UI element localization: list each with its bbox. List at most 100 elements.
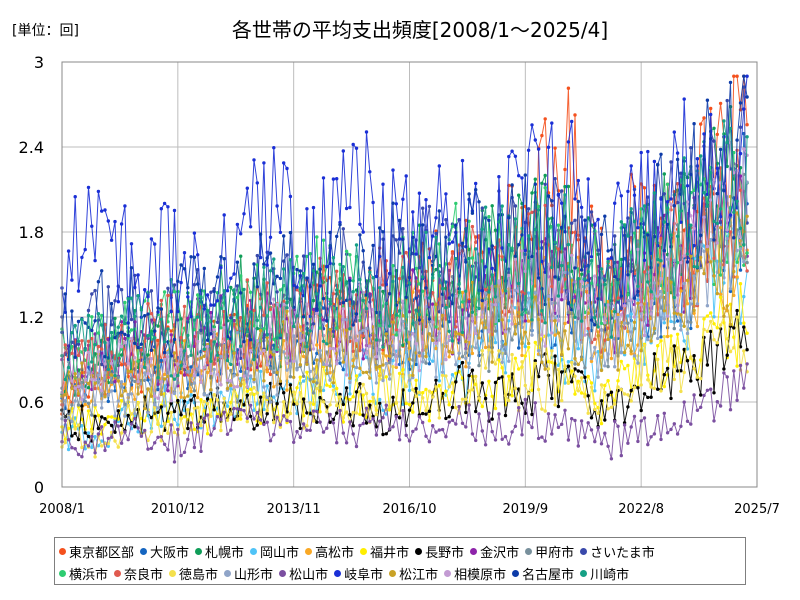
data-point: [434, 325, 438, 329]
data-point: [358, 382, 362, 386]
data-point: [311, 298, 316, 303]
data-point: [328, 346, 332, 351]
data-point: [728, 230, 733, 234]
data-point: [444, 218, 448, 222]
data-point: [692, 311, 696, 315]
data-point: [434, 267, 438, 272]
data-point: [589, 204, 594, 208]
data-point: [86, 371, 91, 375]
data-point: [159, 358, 163, 363]
data-point: [596, 411, 600, 415]
data-point: [119, 431, 124, 435]
data-point: [622, 350, 627, 355]
data-point: [732, 369, 736, 373]
data-point: [682, 347, 686, 352]
data-point: [298, 325, 302, 329]
data-point: [540, 240, 544, 244]
data-point: [596, 350, 600, 354]
data-point: [457, 404, 461, 409]
data-point: [742, 147, 746, 151]
data-point: [639, 349, 643, 353]
data-point: [76, 289, 81, 293]
legend-marker-icon: [114, 569, 122, 577]
data-point: [229, 387, 233, 391]
data-point: [358, 412, 362, 416]
data-point: [510, 338, 514, 342]
data-point: [76, 452, 81, 457]
data-point: [728, 322, 733, 327]
data-point: [526, 234, 531, 238]
data-point: [189, 373, 193, 377]
data-point: [553, 343, 557, 347]
data-point: [543, 439, 547, 443]
data-point: [129, 266, 134, 270]
data-point: [659, 389, 663, 393]
data-point: [669, 245, 673, 249]
data-point: [715, 326, 719, 330]
data-point: [411, 290, 415, 294]
data-point: [106, 436, 111, 441]
data-point: [321, 296, 326, 301]
data-point: [593, 407, 597, 412]
data-point: [566, 86, 571, 90]
data-point: [222, 396, 226, 401]
data-point: [83, 348, 87, 352]
data-point: [93, 319, 97, 323]
data-point: [100, 323, 104, 327]
data-point: [583, 277, 587, 281]
data-point: [252, 392, 256, 397]
data-point: [570, 269, 574, 273]
data-point: [212, 340, 216, 344]
data-point: [159, 307, 163, 311]
data-point: [308, 377, 312, 382]
data-point: [692, 122, 696, 126]
data-point: [70, 309, 74, 313]
data-point: [685, 200, 690, 204]
data-point: [149, 394, 154, 398]
data-point: [483, 265, 488, 269]
data-point: [335, 441, 339, 445]
data-point: [543, 203, 547, 208]
data-point: [344, 318, 349, 322]
data-point: [139, 342, 144, 346]
data-point: [146, 295, 150, 299]
data-point: [659, 339, 663, 343]
data-point: [318, 326, 322, 330]
data-point: [480, 315, 484, 319]
data-point: [90, 328, 94, 333]
data-point: [414, 308, 418, 312]
data-point: [520, 249, 524, 253]
data-point: [172, 337, 177, 342]
data-point: [378, 419, 382, 423]
data-point: [344, 410, 349, 414]
data-point: [361, 421, 365, 426]
data-point: [662, 249, 666, 253]
data-point: [123, 336, 127, 341]
data-point: [659, 236, 663, 240]
data-point: [113, 420, 117, 424]
data-point: [325, 342, 329, 346]
data-point: [490, 244, 494, 248]
legend-label: さいたま市: [590, 545, 655, 561]
data-point: [272, 385, 276, 389]
data-point: [166, 205, 170, 209]
data-point: [338, 395, 342, 399]
data-point: [199, 328, 203, 333]
data-point: [225, 418, 230, 422]
data-point: [80, 339, 84, 343]
data-point: [109, 389, 114, 393]
data-point: [712, 274, 716, 278]
data-point: [100, 444, 104, 448]
data-point: [182, 431, 187, 435]
data-point: [596, 334, 600, 338]
data-point: [278, 333, 283, 337]
data-point: [219, 390, 223, 394]
data-point: [619, 257, 623, 262]
data-point: [90, 224, 94, 228]
data-point: [394, 414, 398, 419]
data-point: [636, 289, 640, 294]
data-point: [712, 177, 716, 182]
data-point: [487, 290, 491, 294]
data-point: [689, 326, 693, 331]
data-point: [176, 279, 180, 283]
